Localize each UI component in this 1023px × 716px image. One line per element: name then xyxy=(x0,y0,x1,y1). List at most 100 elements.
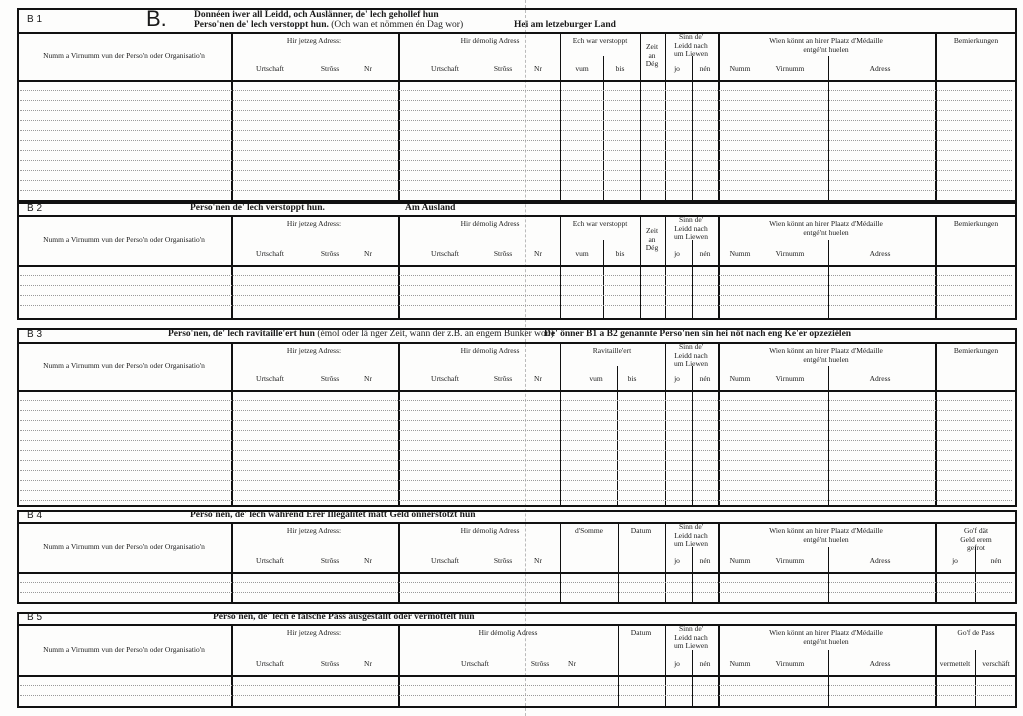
rule xyxy=(17,328,1017,330)
rule xyxy=(640,32,641,200)
column-yes: jo xyxy=(674,659,680,668)
rule xyxy=(718,32,720,200)
rule xyxy=(17,318,1017,320)
page-fold-line xyxy=(525,0,526,716)
column-medal: Wien könnt an hirer Plaatz d'Médaille en… xyxy=(769,346,883,364)
column-to: bis xyxy=(627,374,637,383)
entry-row-line xyxy=(20,285,1012,286)
column-yes: jo xyxy=(674,249,680,258)
rule xyxy=(935,215,937,318)
column-street: Strôss xyxy=(320,659,340,668)
column-nr: Nr xyxy=(364,556,372,565)
rule xyxy=(17,510,19,602)
rule xyxy=(618,522,619,602)
column-survived: Sinn de' Leidd nach um Liewen xyxy=(674,522,708,548)
entry-row-line xyxy=(20,90,1012,91)
column-street: Strôss xyxy=(530,659,550,668)
column-name: Numm a Virnumm vun der Perso'n oder Orga… xyxy=(43,361,205,370)
column-street: Strôss xyxy=(493,374,513,383)
column-remarks: Bemierkungen xyxy=(953,219,999,228)
rule xyxy=(692,366,693,505)
column-medal: Wien könnt an hirer Plaatz d'Médaille en… xyxy=(769,36,883,54)
column-name: Numm a Virnumm vun der Perso'n oder Orga… xyxy=(43,644,205,654)
column-nr: Nr xyxy=(534,64,542,73)
column-locality: Urtschaft xyxy=(256,64,284,73)
rule xyxy=(1015,8,1017,200)
entry-row-line xyxy=(20,140,1012,141)
column-nr: Nr xyxy=(364,249,372,258)
column-street: Strôss xyxy=(320,249,340,258)
column-locality: Urtschaft xyxy=(461,659,489,668)
rule xyxy=(665,522,666,602)
column-date: Datum xyxy=(630,526,652,535)
rule xyxy=(17,8,1017,10)
rule xyxy=(17,390,1017,392)
column-street: Strôss xyxy=(493,249,513,258)
rule xyxy=(1015,612,1017,706)
column-nr: Nr xyxy=(364,659,372,668)
rule xyxy=(17,342,1017,344)
section-title: Perso'nen, de' lech é falsche Pass ausge… xyxy=(213,612,475,622)
column-locality: Urtschaft xyxy=(431,249,459,258)
rule xyxy=(398,342,400,505)
entry-row-line xyxy=(20,180,1012,181)
column-nr: Nr xyxy=(534,556,542,565)
rule xyxy=(828,366,829,505)
column-remarks: Bemierkungen xyxy=(953,346,999,355)
entry-row-line xyxy=(20,160,1012,161)
column-period: Ech war verstoppt xyxy=(572,36,628,45)
entry-row-line xyxy=(20,305,1012,306)
column-former-address: Hir démolig Adress xyxy=(478,628,538,637)
region-label: Am Ausland xyxy=(405,202,456,213)
rule xyxy=(692,56,693,200)
section-label: B 2 xyxy=(27,202,43,214)
column-street: Strôss xyxy=(320,64,340,73)
column-locality: Urtschaft xyxy=(431,374,459,383)
rule xyxy=(17,80,1017,82)
entry-row-line xyxy=(20,120,1012,121)
rule xyxy=(231,215,233,318)
column-former-address: Hir démolig Adress xyxy=(460,219,520,228)
section-title-2: Perso'nen de' lech verstoppt hun. (Och w… xyxy=(194,20,463,30)
rule xyxy=(828,547,829,602)
column-surname: Numm xyxy=(729,374,751,383)
rule xyxy=(231,624,233,706)
rule xyxy=(718,342,720,505)
rule xyxy=(560,215,561,318)
column-surname: Numm xyxy=(729,556,751,565)
rule xyxy=(618,624,619,706)
column-locality: Urtschaft xyxy=(256,556,284,565)
column-current-address: Hir jetzeg Adress: xyxy=(286,526,342,535)
column-yes: jo xyxy=(674,556,680,565)
rule xyxy=(17,202,1017,204)
entry-row-line xyxy=(20,685,1012,686)
section-label: B 5 xyxy=(27,612,43,623)
rule xyxy=(231,522,233,602)
column-time-days: Zeit an Dég xyxy=(645,42,659,68)
entry-row-line xyxy=(20,410,1012,411)
column-nr: Nr xyxy=(364,374,372,383)
rule xyxy=(17,675,1017,677)
rule xyxy=(665,624,666,706)
column-name: Numm a Virnumm vun der Perso'n oder Orga… xyxy=(43,51,205,60)
rule xyxy=(718,215,720,318)
entry-row-line xyxy=(20,470,1012,471)
rule xyxy=(603,56,604,200)
rule xyxy=(17,510,1017,512)
rule xyxy=(17,522,1017,524)
column-street: Strôss xyxy=(493,556,513,565)
rule xyxy=(975,547,976,602)
column-no: nén xyxy=(699,556,711,565)
column-survived: Sinn de' Leidd nach um Liewen xyxy=(674,215,708,241)
column-survived: Sinn de' Leidd nach um Liewen xyxy=(674,342,708,368)
rule xyxy=(828,240,829,318)
column-last: Go'f de Pass xyxy=(957,628,995,637)
rule xyxy=(935,522,937,602)
column-no: nén xyxy=(699,249,711,258)
column-from: vum xyxy=(575,249,589,258)
entry-row-line xyxy=(20,450,1012,451)
column-from: vum xyxy=(589,374,603,383)
column-period: Ravitaille'ert xyxy=(592,346,632,355)
rule xyxy=(17,612,1017,614)
section-letter: B. xyxy=(146,6,167,31)
